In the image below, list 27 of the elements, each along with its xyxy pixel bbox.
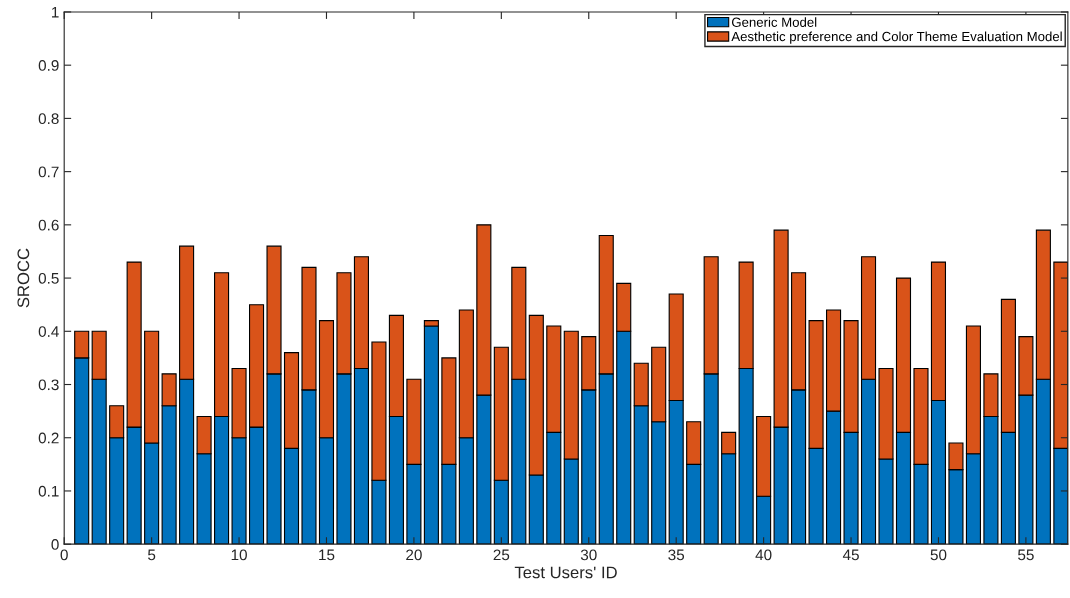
x-tick-label: 5 xyxy=(147,549,156,561)
y-tick-label: 0.3 xyxy=(38,379,59,391)
x-tick-label: 45 xyxy=(842,549,859,561)
x-tick-label: 50 xyxy=(930,549,947,561)
x-axis-title: Test Users' ID xyxy=(514,566,617,579)
x-tick-label: 0 xyxy=(60,549,68,561)
x-tick-label: 10 xyxy=(231,549,247,561)
legend-label: Generic Model xyxy=(731,17,817,27)
x-tick-label: 25 xyxy=(493,549,510,561)
y-axis-title: SROCC xyxy=(17,248,30,308)
legend-label: Aesthetic preference and Color Theme Evaluation Model xyxy=(731,31,1062,44)
y-tick-label: 0.9 xyxy=(38,60,59,71)
x-tick-label: 35 xyxy=(668,549,685,561)
x-tick-label: 55 xyxy=(1018,549,1034,561)
y-tick-label: 0 xyxy=(51,539,59,550)
x-tick-label: 30 xyxy=(580,549,597,561)
x-tick-label: 15 xyxy=(319,549,335,561)
y-tick-label: 0.4 xyxy=(38,326,59,337)
y-tick-label: 0.8 xyxy=(38,113,59,125)
y-tick-label: 0.2 xyxy=(38,432,59,444)
y-tick-label: 0.6 xyxy=(38,219,59,231)
y-tick-label: 0.5 xyxy=(38,272,59,284)
x-tick-label: 40 xyxy=(755,549,772,561)
y-tick-label: 1 xyxy=(52,6,59,18)
y-tick-label: 0.1 xyxy=(38,485,59,497)
y-tick-label: 0.7 xyxy=(38,166,59,178)
x-tick-label: 20 xyxy=(406,549,422,561)
